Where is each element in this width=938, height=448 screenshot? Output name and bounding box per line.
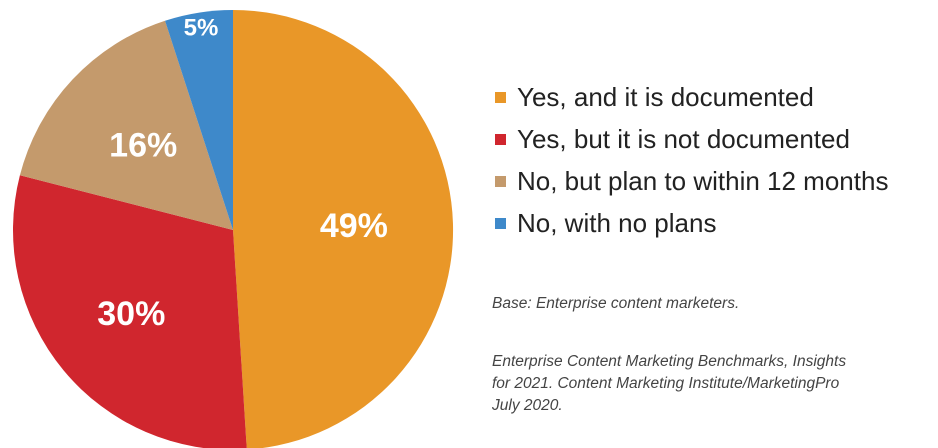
legend-item-yes-documented: Yes, and it is documented [495,76,888,118]
source-note: Enterprise Content Marketing Benchmarks,… [492,351,938,417]
pie-slice [19,20,233,230]
legend-item-no-but-plan: No, but plan to within 12 months [495,160,888,202]
legend-swatch [495,217,506,229]
legend-label: No, with no plans [517,207,717,238]
slice-value-label: 5% [184,14,219,41]
base-note: Base: Enterprise content marketers. [492,295,740,312]
slice-value-label: 49% [320,207,388,245]
legend-swatch [495,91,506,103]
source-note-line: Enterprise Content Marketing Benchmarks,… [492,353,847,370]
legend-item-yes-not-documented: Yes, but it is not documented [495,118,888,160]
pie-slice [233,10,454,448]
legend-swatch [495,133,506,145]
legend-label: No, but plan to within 12 months [517,165,889,196]
source-note-line: July 2020. [492,397,563,414]
legend-label: Yes, and it is documented [517,81,814,112]
legend-label: Yes, but it is not documented [517,123,850,154]
legend-swatch [495,175,506,187]
pie-chart: 49% 30% 16% 5% [13,10,454,448]
chart-legend: Yes, and it is documented Yes, but it is… [495,76,888,244]
slice-value-label: 16% [109,127,177,165]
pie-slice [165,10,233,230]
pie-slice [13,175,247,448]
legend-item-no-plans: No, with no plans [495,202,888,244]
source-note-line: for 2021. Content Marketing Institute/Ma… [492,375,840,392]
slice-value-label: 30% [97,295,165,333]
